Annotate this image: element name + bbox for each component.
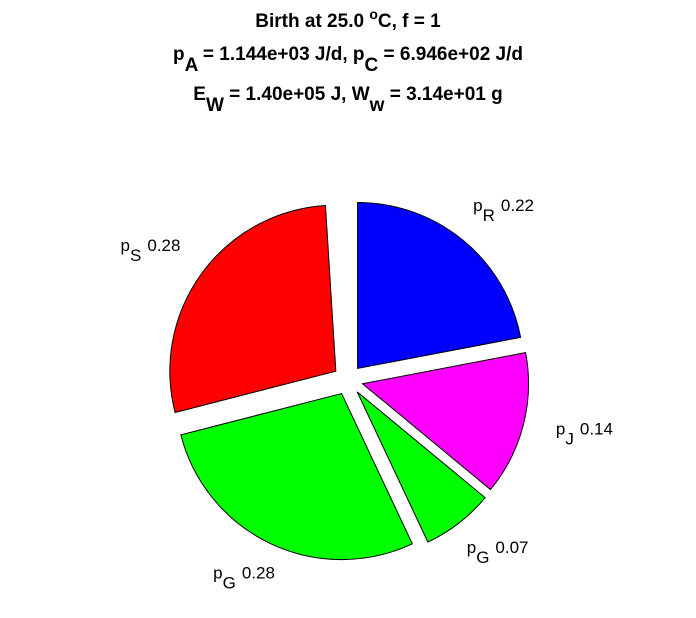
label-base: p xyxy=(473,196,482,215)
title-text: C, f = 1 xyxy=(378,11,441,32)
slice-label: pJ 0.14 xyxy=(556,419,613,448)
label-value: 0.28 xyxy=(242,563,275,582)
label-base: p xyxy=(556,419,565,438)
title-text: = 1.144e+03 J/d, p xyxy=(198,44,365,65)
pie-slice xyxy=(357,201,522,370)
title-text: E xyxy=(193,84,206,105)
label-base: p xyxy=(121,236,130,255)
title-sub: w xyxy=(369,95,385,116)
slice-label: pS 0.28 xyxy=(121,236,181,265)
title-text: = 3.14e+01 g xyxy=(384,84,502,105)
slice-label: pG 0.07 xyxy=(467,538,529,567)
slice-label: pG 0.28 xyxy=(213,563,275,592)
label-sub: G xyxy=(476,548,489,567)
chart-title: pA = 1.144e+03 J/d, pC = 6.946e+02 J/d xyxy=(173,44,523,76)
label-value: 0.14 xyxy=(580,419,613,438)
label-value: 0.22 xyxy=(501,196,534,215)
title-sup: o xyxy=(369,6,378,22)
label-base: p xyxy=(467,538,476,557)
label-sub: S xyxy=(130,246,141,265)
chart-title: EW = 1.40e+05 J, Ww = 3.14e+01 g xyxy=(193,84,503,116)
label-base: p xyxy=(213,563,222,582)
label-sub: G xyxy=(223,573,236,592)
title-sub: A xyxy=(185,55,199,76)
chart-title: Birth at 25.0 oC, f = 1 xyxy=(255,6,441,32)
pie-slice xyxy=(356,391,486,543)
title-text: p xyxy=(173,44,185,65)
title-sub: W xyxy=(206,95,224,116)
label-value: 0.28 xyxy=(147,236,180,255)
pie-slice xyxy=(361,352,530,491)
title-text: = 1.40e+05 J, W xyxy=(224,84,370,105)
pie-slice xyxy=(169,204,337,414)
pie-slice xyxy=(180,392,413,561)
label-sub: R xyxy=(483,206,495,225)
label-sub: J xyxy=(565,429,574,448)
title-text: Birth at 25.0 xyxy=(255,11,369,32)
slice-label: pR 0.22 xyxy=(473,196,534,225)
title-text: = 6.946e+02 J/d xyxy=(378,44,523,65)
title-sub: C xyxy=(365,55,379,76)
label-value: 0.07 xyxy=(495,538,528,557)
